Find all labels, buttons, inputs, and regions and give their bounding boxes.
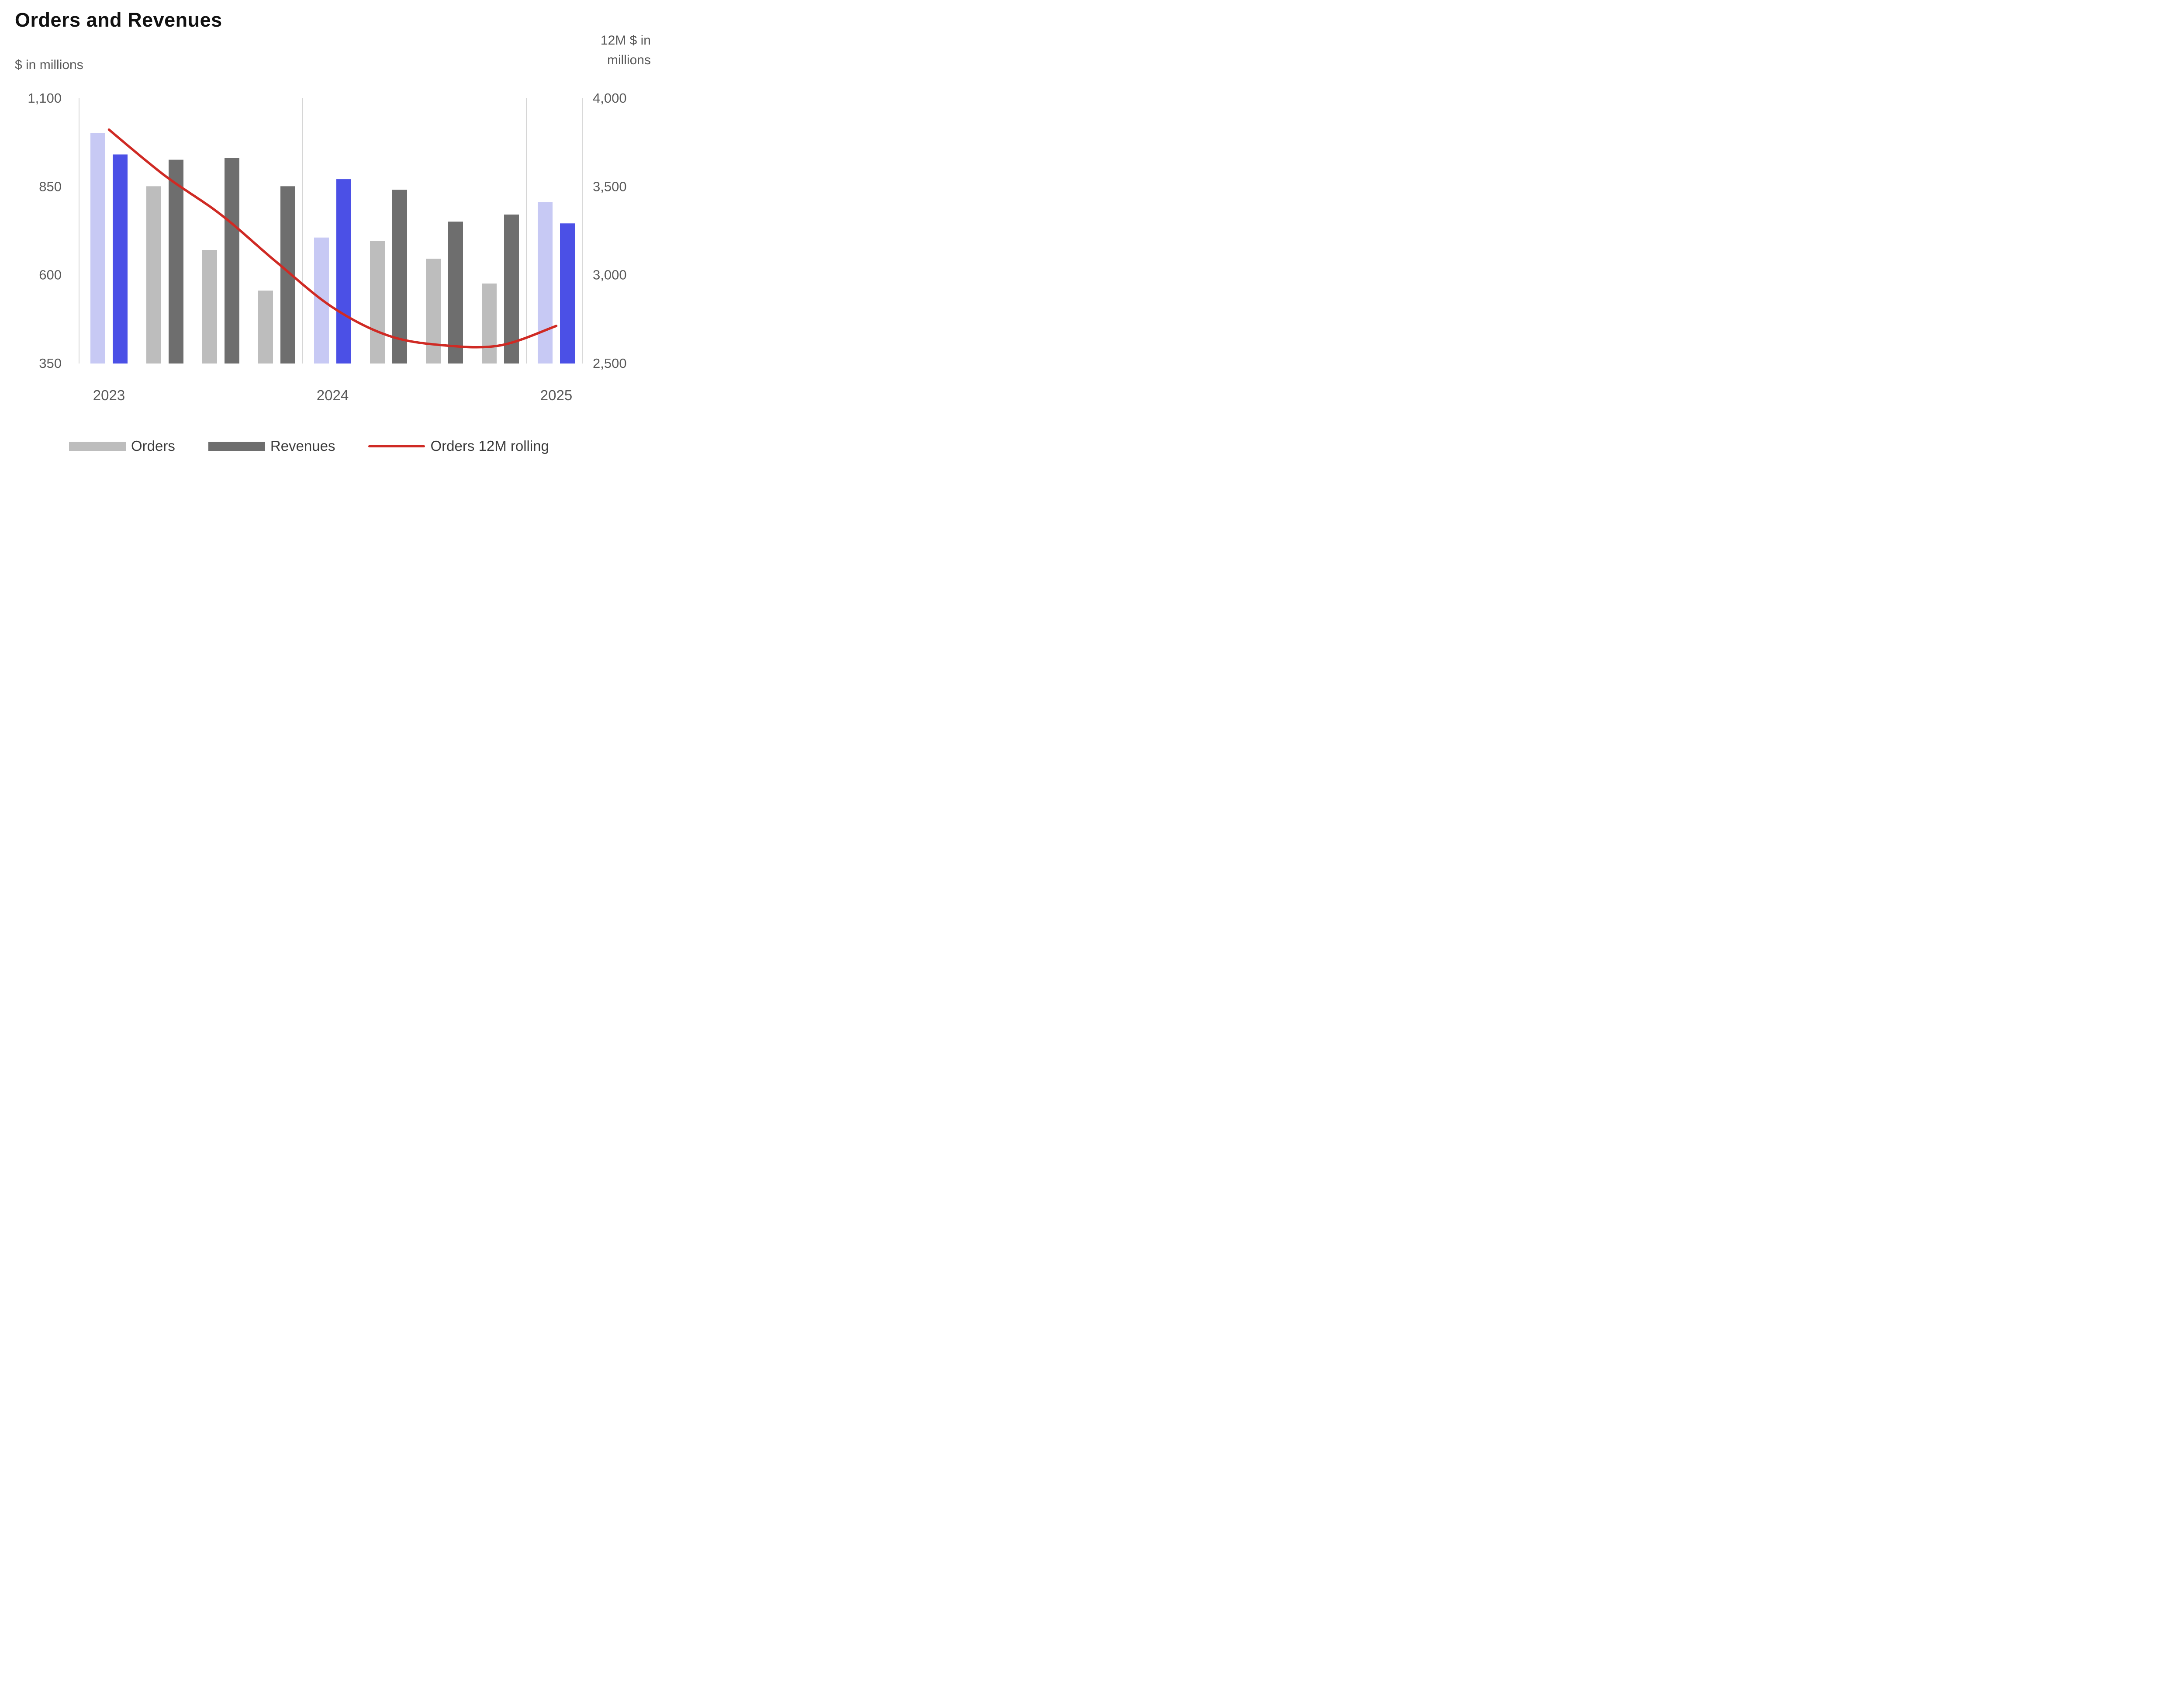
x-axis-year-label-2025: 2025	[540, 387, 572, 403]
left-axis-tick-label: 350	[39, 356, 62, 371]
legend-item-revenues: Revenues	[208, 438, 335, 454]
left-axis-tick-label: 1,100	[28, 90, 62, 106]
revenues-bar-2025-q1	[560, 223, 575, 364]
chart-title: Orders and Revenues	[15, 9, 222, 31]
orders-revenues-card: Orders and Revenues $ in millions 12M $ …	[0, 0, 675, 471]
orders-12m-rolling-legend-label: Orders 12M rolling	[430, 438, 549, 454]
revenues-bar-2023-q1	[113, 154, 128, 364]
revenues-bar-2023-q2	[169, 159, 183, 364]
combo-chart-canvas: 350 600 850 1,100 2,500 3,000 3,500 4,000 2023 20…	[28, 90, 627, 403]
chart-legend: Orders Revenues Orders 12M rolling	[69, 438, 549, 454]
orders-bar-2023-q1	[90, 133, 105, 364]
orders-bar-2024-q2	[370, 241, 385, 364]
orders-bar-2023-q2	[146, 186, 161, 364]
legend-item-orders: Orders	[69, 438, 175, 454]
right-axis-tick-label: 2,500	[593, 356, 627, 371]
left-axis-tick-label: 600	[39, 267, 62, 283]
right-axis-unit-label: 12M $ in millions	[601, 31, 651, 70]
orders-bar-2025-q1	[538, 202, 553, 364]
right-axis-tick-label: 4,000	[593, 90, 627, 106]
left-axis-unit-label: $ in millions	[15, 58, 83, 72]
orders-12m-rolling-line	[107, 128, 558, 349]
x-axis-year-label-2024: 2024	[317, 387, 349, 403]
revenues-legend-swatch	[208, 441, 265, 451]
revenues-bar-2024-q2	[392, 190, 407, 364]
orders-legend-label: Orders	[131, 438, 175, 454]
revenues-bar-2024-q1	[336, 179, 351, 364]
right-axis-tick-label: 3,000	[593, 267, 627, 283]
revenues-bar-2023-q3	[225, 158, 239, 364]
right-axis-tick-label: 3,500	[593, 179, 627, 194]
x-axis-year-label-2023: 2023	[93, 387, 125, 403]
orders-bar-2024-q3	[426, 259, 441, 364]
revenues-bar-2024-q3	[448, 222, 463, 364]
right-axis-unit-line1: 12M $ in	[600, 33, 651, 48]
orders-bar-2023-q4	[258, 291, 273, 364]
legend-item-orders-12m-rolling: Orders 12M rolling	[368, 438, 549, 454]
left-axis-tick-label: 850	[39, 179, 62, 194]
orders-legend-swatch	[69, 441, 126, 451]
orders-bar-2024-q4	[482, 283, 497, 364]
revenues-bar-2024-q4	[504, 215, 519, 364]
right-axis-unit-line2: millions	[607, 53, 651, 67]
revenues-legend-label: Revenues	[270, 438, 335, 454]
orders-bar-2023-q3	[202, 250, 217, 364]
orders-12m-rolling-legend-swatch	[368, 445, 425, 447]
